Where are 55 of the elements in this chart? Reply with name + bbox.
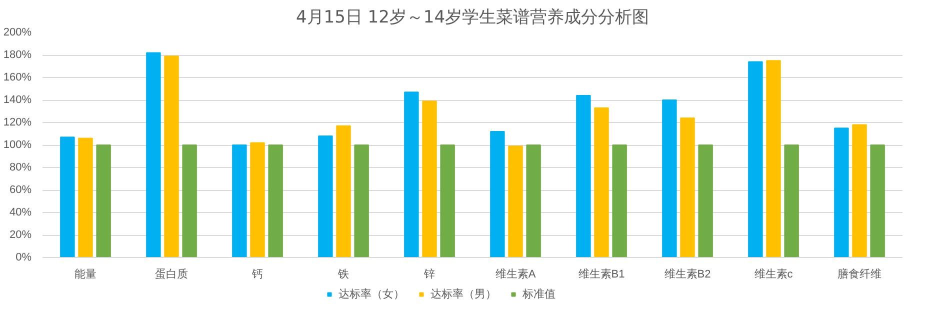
bar [662,100,677,258]
y-tick-label: 140% [3,94,32,106]
x-tick-label: 维生素A [495,268,536,280]
x-tick-label: 锌 [423,268,435,280]
bar [354,144,369,258]
y-tick-label: 100% [3,139,32,151]
bar [60,136,75,258]
y-tick-label: 80% [9,162,32,174]
bar [766,60,781,258]
bar [422,100,437,258]
y-tick-label: 0% [16,252,32,264]
bar [784,144,799,258]
x-tick-label: 能量 [74,268,96,280]
bar [698,144,713,258]
y-tick-label: 180% [3,49,32,61]
bar [164,56,179,258]
x-tick-label: 钙 [251,268,263,280]
y-tick-label: 200% [3,26,32,38]
bar [182,144,197,258]
bar [268,144,283,258]
bar [318,136,333,258]
bar [146,52,161,258]
bar [404,92,419,258]
bar [870,144,885,258]
x-tick-label: 膳食纤维 [838,268,882,280]
bar [852,124,867,258]
x-tick-label: 蛋白质 [155,268,188,280]
y-tick-label: 20% [9,229,32,241]
x-tick-label: 铁 [337,268,349,280]
bar [834,128,849,258]
bar [96,144,111,258]
bar [78,138,93,258]
bar [508,146,523,258]
bar [232,144,247,258]
legend-label: 达标率（女） [338,287,404,302]
x-tick-label: 维生素B1 [578,268,625,280]
legend-label: 达标率（男） [430,287,496,302]
y-tick-label: 120% [3,116,32,128]
bar [490,131,505,258]
bar [336,125,351,258]
bar [612,144,627,258]
x-tick-label: 维生素c [754,268,794,280]
bar [250,142,265,258]
y-tick-label: 160% [3,72,32,84]
x-tick-label: 维生素B2 [664,268,711,280]
bar [594,107,609,258]
legend-label: 标准值 [522,288,556,302]
bar [748,61,763,258]
bar [526,144,541,258]
y-tick-label: 60% [9,184,32,196]
bar [576,95,591,258]
bar [680,118,695,258]
chart-title: 4月15日 12岁～14岁学生菜谱营养成分分析图 [296,8,650,28]
y-tick-label: 40% [9,206,32,218]
bar [440,144,455,258]
